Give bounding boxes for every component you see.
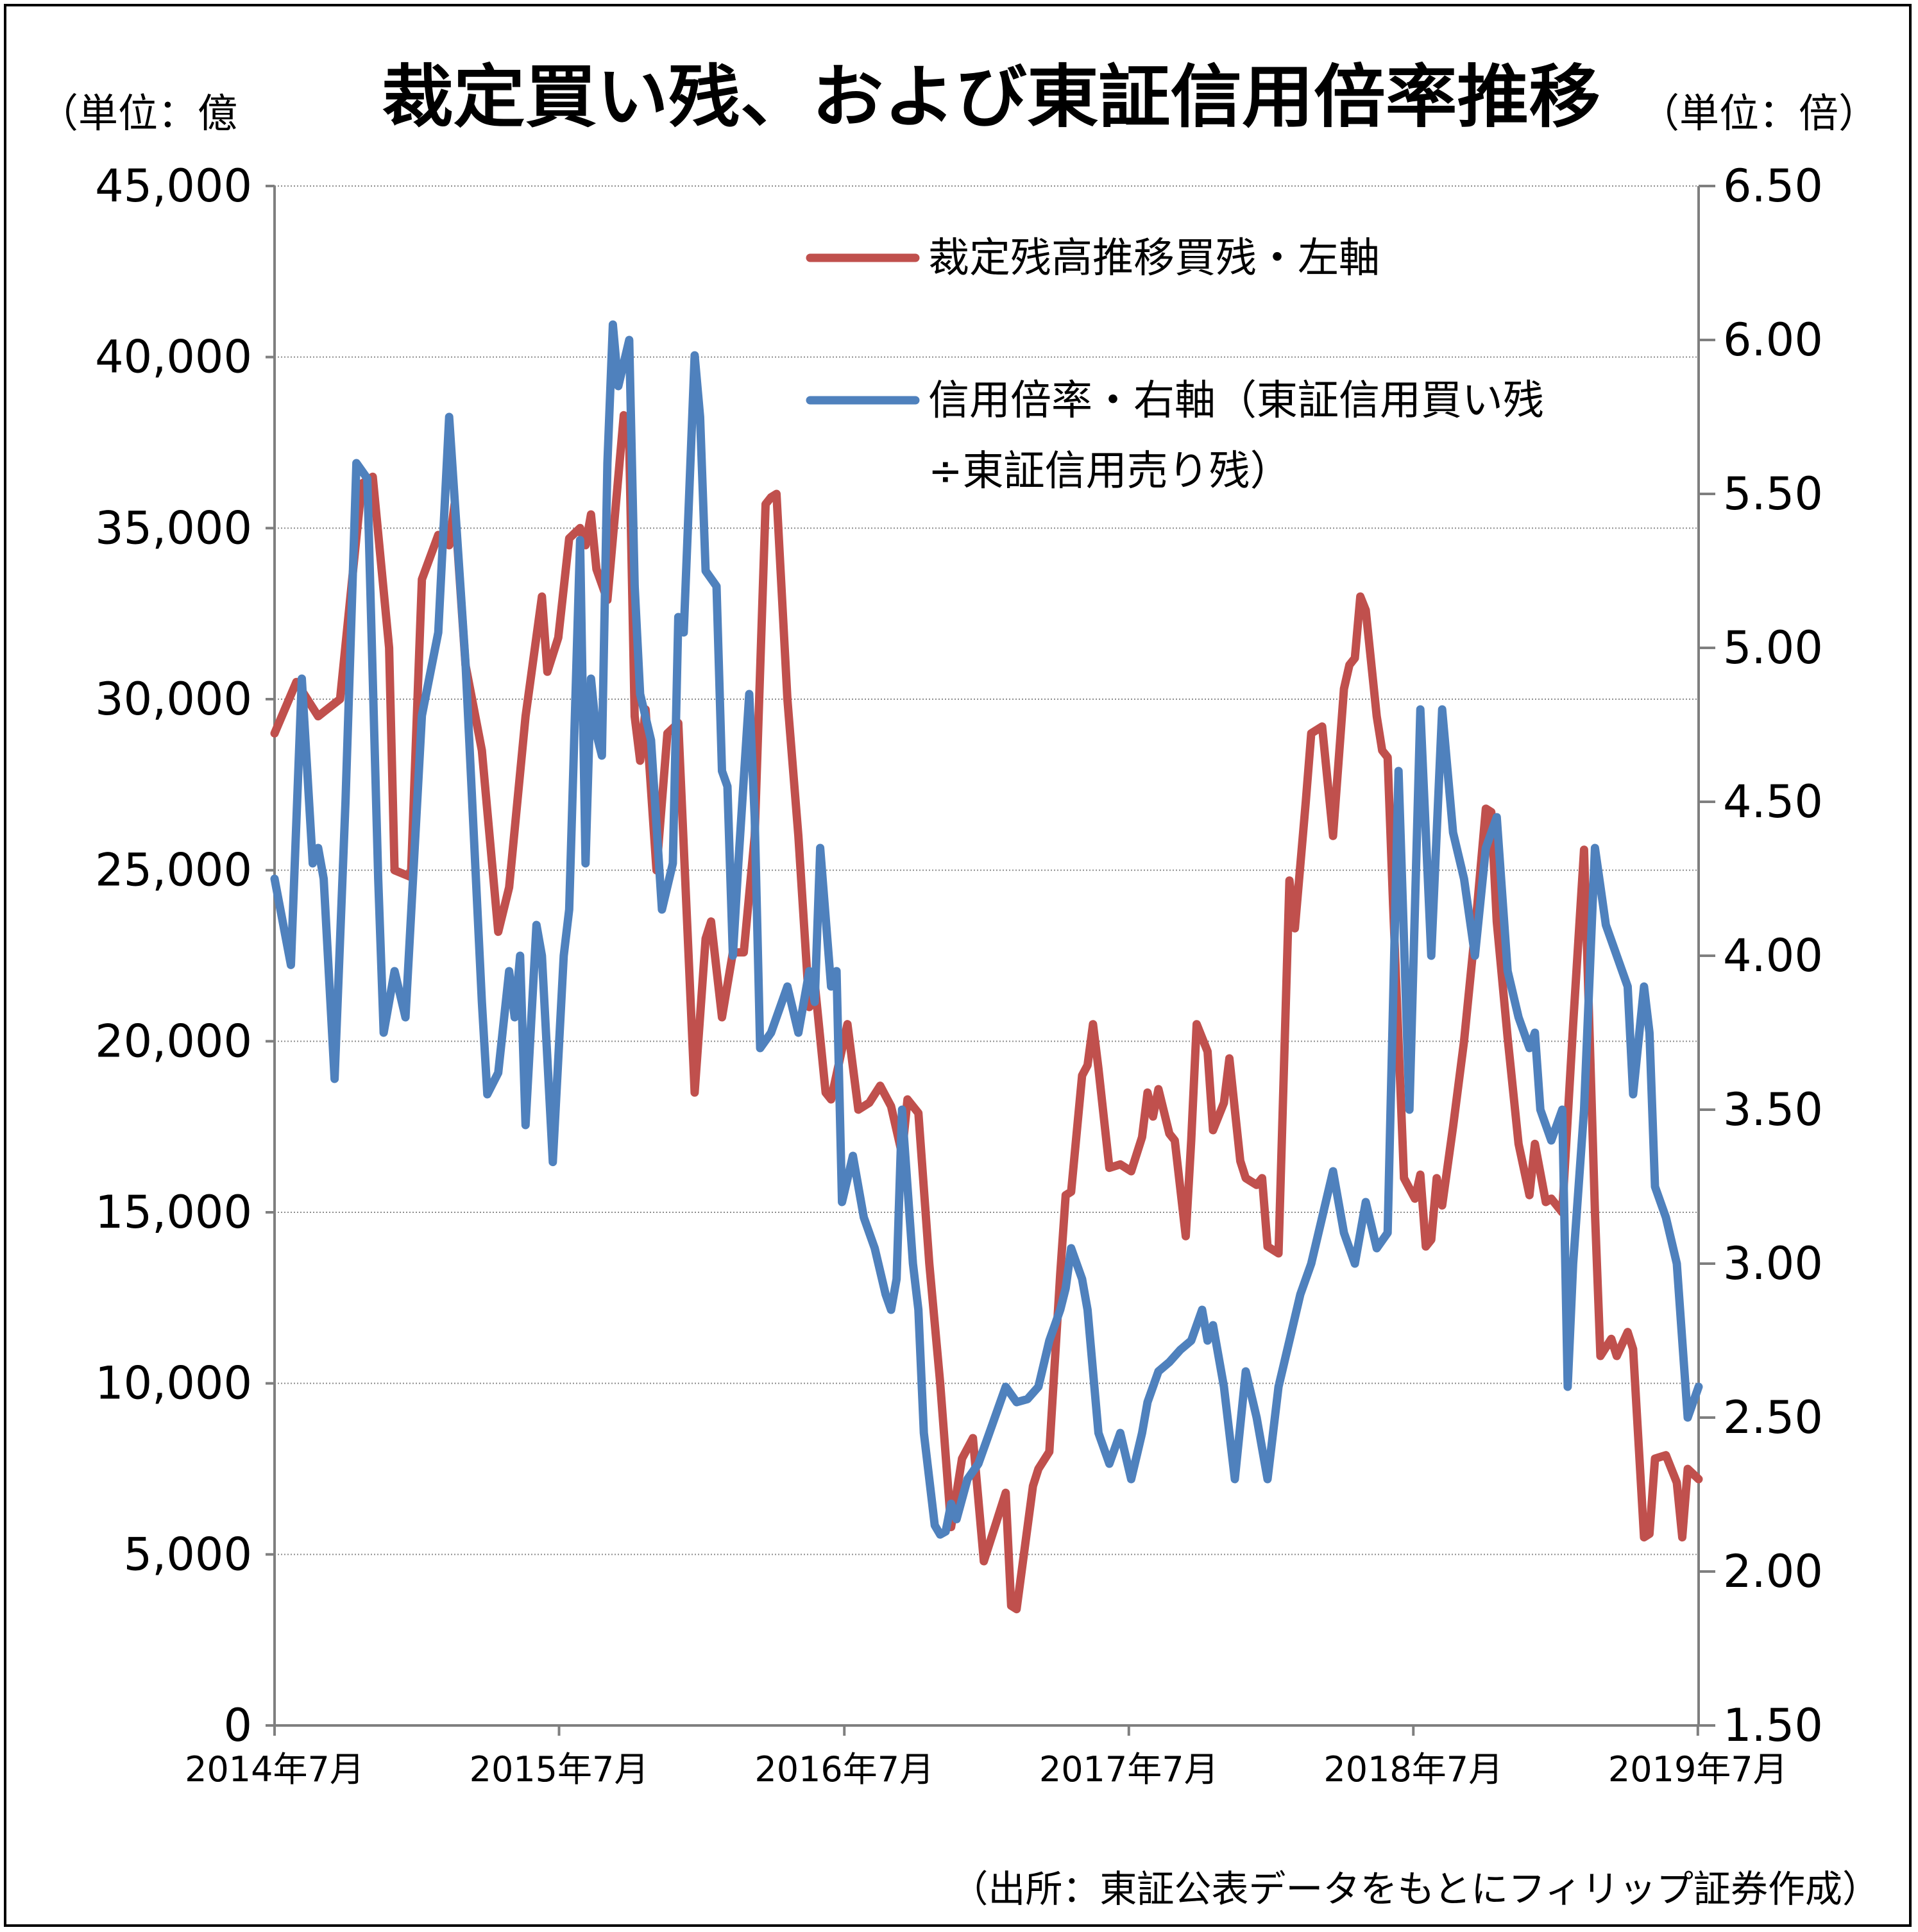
legend-label-margin-ratio: 信用倍率・右軸（東証信用買い残 (928, 377, 1544, 425)
margin-ratio-line (270, 320, 1703, 1539)
right-tick-label: 6.00 (1723, 314, 1823, 366)
right-tick-label: 5.00 (1723, 622, 1823, 674)
x-tick-label: 2017年7月 (1039, 1749, 1219, 1790)
right-tick-label: 1.50 (1723, 1699, 1823, 1752)
right-axis-unit-label: （単位：倍） (1640, 90, 1878, 137)
left-tick-label: 40,000 (95, 331, 252, 384)
right-tick-label: 5.50 (1723, 468, 1823, 520)
left-tick-label: 25,000 (95, 844, 252, 897)
right-tick-label: 4.50 (1723, 775, 1823, 828)
chart-frame (4, 4, 1912, 1927)
left-tick-label: 10,000 (95, 1357, 252, 1410)
left-tick-label: 20,000 (95, 1015, 252, 1067)
axes (266, 185, 1715, 1736)
left-tick-label: 30,000 (95, 673, 252, 725)
x-tick-label: 2015年7月 (470, 1749, 649, 1790)
right-tick-label: 4.00 (1723, 929, 1823, 982)
legend-label-margin-ratio-cont: ÷東証信用売り残） (928, 448, 1291, 495)
series-lines (270, 320, 1703, 1614)
arbitrage-balance-line (270, 411, 1703, 1614)
x-tick-label: 2016年7月 (754, 1749, 934, 1790)
source-note: （出所：東証公表データをもとにフィリップ証券作成） (951, 1867, 1880, 1911)
tick-labels: 0 5,000 10,000 15,000 20,000 25,000 30,000 35,0… (95, 160, 1823, 1790)
right-tick-label: 2.00 (1723, 1545, 1823, 1598)
left-tick-label: 45,000 (95, 160, 252, 212)
left-tick-label: 0 (223, 1699, 252, 1752)
right-tick-label: 2.50 (1723, 1391, 1823, 1444)
left-axis-unit-label: （単位：億 (38, 90, 237, 137)
x-tick-label: 2014年7月 (185, 1749, 364, 1790)
left-tick-label: 35,000 (95, 502, 252, 554)
x-tick-label: 2018年7月 (1323, 1749, 1503, 1790)
right-tick-label: 3.50 (1723, 1083, 1823, 1136)
legend-label-arbitrage: 裁定残高推移買残・左軸 (928, 235, 1380, 282)
right-tick-label: 6.50 (1723, 160, 1823, 212)
right-tick-label: 3.00 (1723, 1237, 1823, 1290)
x-tick-label: 2019年7月 (1608, 1749, 1788, 1790)
chart-title: 裁定買い残、および東証信用倍率推移 (382, 58, 1600, 137)
left-tick-label: 5,000 (124, 1528, 252, 1580)
left-tick-label: 15,000 (95, 1186, 252, 1239)
